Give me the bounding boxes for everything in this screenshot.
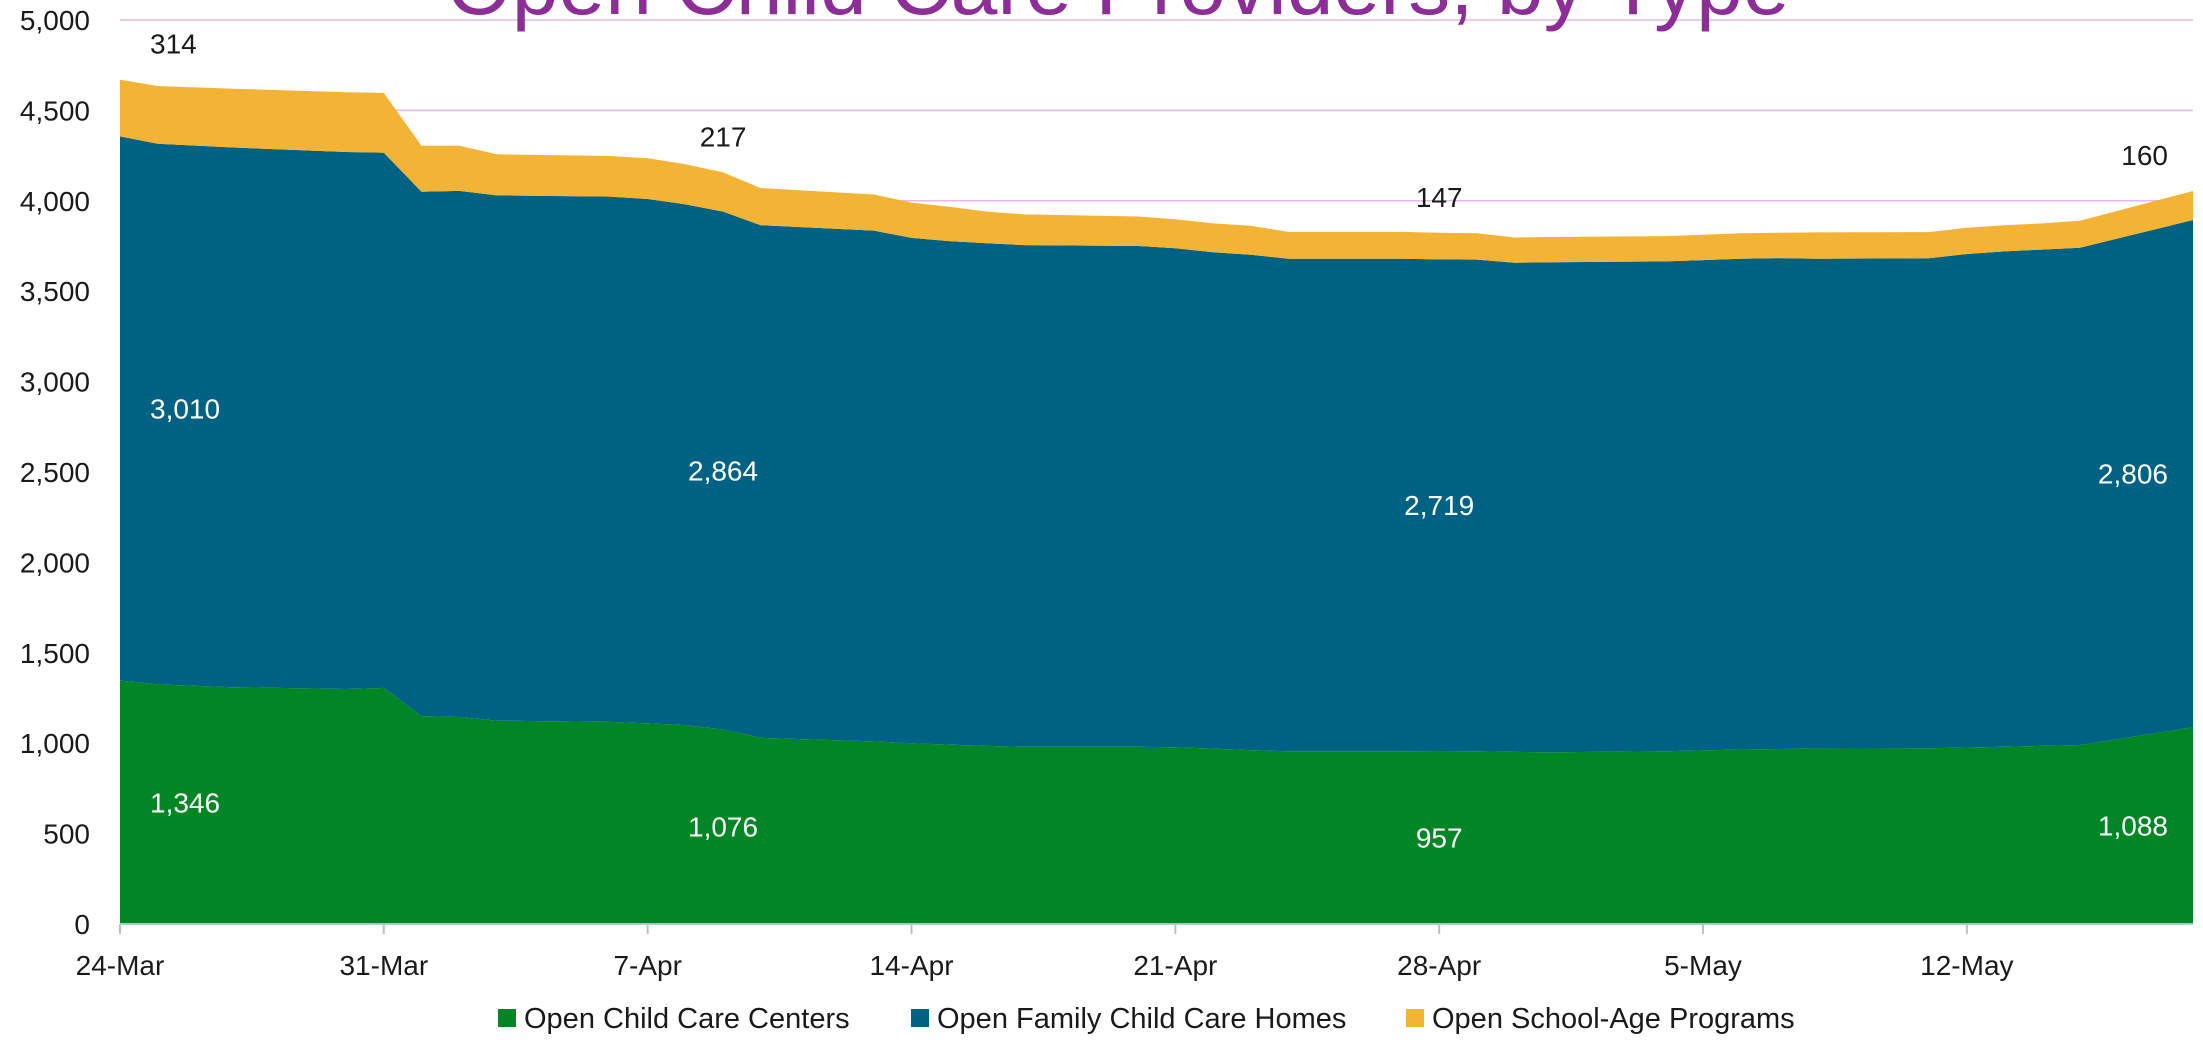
chart-title: Open Child Care Providers, by Type <box>446 0 1789 32</box>
legend-swatch <box>498 1009 516 1027</box>
x-tick-label: 5-May <box>1664 950 1742 981</box>
data-label: 2,806 <box>2098 459 2168 490</box>
legend: Open Child Care Centers Open Family Child… <box>498 1003 1795 1035</box>
data-label: 2,864 <box>688 456 758 487</box>
legend-label: Open Child Care Centers <box>524 1003 850 1035</box>
data-label: 1,076 <box>688 812 758 843</box>
data-label: 314 <box>150 29 197 60</box>
y-tick-label: 1,500 <box>20 638 90 669</box>
y-tick-label: 3,000 <box>20 367 90 398</box>
x-tick-label: 7-Apr <box>613 950 681 981</box>
x-tick-label: 24-Mar <box>76 950 165 981</box>
data-label: 1,088 <box>2098 811 2168 842</box>
x-tick-label: 21-Apr <box>1133 950 1217 981</box>
data-label: 2,719 <box>1404 490 1474 521</box>
y-tick-label: 4,500 <box>20 95 90 126</box>
legend-label: Open Family Child Care Homes <box>937 1003 1346 1035</box>
area-series-2 <box>120 79 2193 263</box>
x-tick-label: 28-Apr <box>1397 950 1481 981</box>
axes: 0 500 1,000 1,500 2,000 2,500 3,000 3,500 4,000 4… <box>20 5 2193 981</box>
y-tick-label: 500 <box>43 819 90 850</box>
legend-swatch <box>1406 1009 1424 1027</box>
data-label: 147 <box>1416 182 1463 213</box>
x-tick-label: 12-May <box>1920 950 2013 981</box>
area-series <box>120 79 2193 924</box>
area-series-0 <box>120 680 2193 924</box>
y-tick-label: 4,000 <box>20 186 90 217</box>
y-tick-label: 2,000 <box>20 547 90 578</box>
data-label: 160 <box>2121 140 2168 171</box>
y-tick-label: 2,500 <box>20 457 90 488</box>
legend-label: Open School-Age Programs <box>1432 1003 1795 1035</box>
y-tick-label: 0 <box>74 909 90 940</box>
legend-swatch <box>911 1009 929 1027</box>
area-series-1 <box>120 136 2193 753</box>
data-label: 3,010 <box>150 394 220 425</box>
y-tick-label: 1,000 <box>20 728 90 759</box>
y-tick-label: 3,500 <box>20 276 90 307</box>
data-label: 217 <box>700 121 747 152</box>
data-labels: 1,346 3,010 314 1,076 2,864 217 957 2,719 147 1,0… <box>150 29 2168 854</box>
x-tick-label: 31-Mar <box>339 950 428 981</box>
data-label: 957 <box>1416 822 1463 853</box>
y-tick-label: 5,000 <box>20 5 90 36</box>
data-label: 1,346 <box>150 787 220 818</box>
x-tick-label: 14-Apr <box>869 950 953 981</box>
